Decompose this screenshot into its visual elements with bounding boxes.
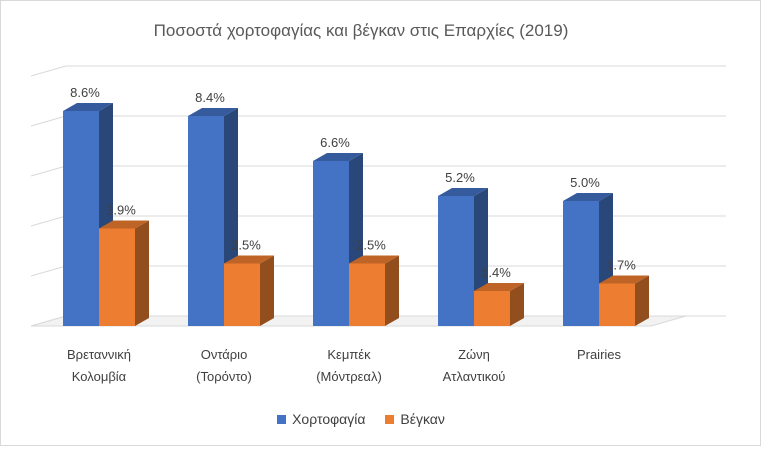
gridline-side (30, 315, 67, 327)
bar-vegetarian (313, 161, 349, 326)
bar-top-vegan (349, 255, 399, 264)
bar-top-vegetarian (563, 193, 613, 201)
bar-vegan (599, 283, 635, 326)
bar-vegan (349, 263, 385, 326)
bar-side-vegan (635, 275, 649, 326)
bar-vegan (99, 228, 135, 326)
bar-side-vegan (385, 255, 399, 326)
category-label: Κολομβία (72, 369, 127, 384)
chart-title: Ποσοστά χορτοφαγίας και βέγκαν στις Επαρ… (153, 21, 569, 40)
data-label-vegetarian: 8.6% (70, 85, 100, 100)
bar-top-vegetarian (63, 103, 113, 111)
data-label-vegan: 1.4% (481, 265, 511, 280)
category-label: Οντάριο (201, 347, 248, 362)
bar-vegan (224, 263, 260, 326)
legend-item-vegetarian: Χορτοφαγία (277, 411, 365, 427)
category-label: Prairies (577, 347, 622, 362)
gridline-side (30, 65, 67, 77)
bar-side-vegan (260, 255, 274, 326)
gridline-side (30, 215, 67, 227)
bar-top-vegetarian (438, 188, 488, 196)
bar-top-vegan (99, 220, 149, 229)
category-label: Κεμπέκ (327, 347, 371, 362)
bar-vegetarian (563, 201, 599, 326)
gridline-side (30, 115, 67, 127)
bar-vegan (474, 291, 510, 326)
bar-top-vegan (599, 275, 649, 284)
data-label-vegetarian: 5.2% (445, 170, 475, 185)
legend-item-vegan: Βέγκαν (385, 411, 445, 427)
legend-label-vegetarian: Χορτοφαγία (292, 411, 366, 427)
chart-legend: Χορτοφαγία Βέγκαν (1, 411, 721, 427)
category-label: Ζώνη (458, 347, 490, 362)
gridline-side (30, 265, 67, 277)
data-label-vegetarian: 8.4% (195, 90, 225, 105)
bar-side-vegan (135, 220, 149, 326)
category-label: (Μόντρεαλ) (316, 369, 382, 384)
bar-top-vegetarian (188, 108, 238, 116)
bar-vegetarian (63, 111, 99, 326)
bar-top-vegan (224, 255, 274, 264)
category-label: (Τορόντο) (196, 369, 252, 384)
legend-swatch-vegetarian (277, 415, 287, 424)
bar-vegetarian (188, 116, 224, 326)
legend-label-vegan: Βέγκαν (400, 411, 445, 427)
category-label: Ατλαντικού (443, 369, 506, 384)
data-label-vegetarian: 6.6% (320, 135, 350, 150)
data-label-vegan: 2.5% (231, 238, 261, 253)
data-label-vegan: 2.5% (356, 238, 386, 253)
data-label-vegan: 1.7% (606, 258, 636, 273)
data-label-vegan: 3.9% (106, 203, 136, 218)
data-label-vegetarian: 5.0% (570, 175, 600, 190)
category-label: Βρεταννική (67, 347, 131, 362)
bar-top-vegan (474, 283, 524, 291)
bar-top-vegetarian (313, 153, 363, 161)
legend-swatch-vegan (385, 415, 395, 424)
bar-side-vegan (510, 283, 524, 326)
gridline-side (30, 165, 67, 177)
bar-vegetarian (438, 196, 474, 326)
